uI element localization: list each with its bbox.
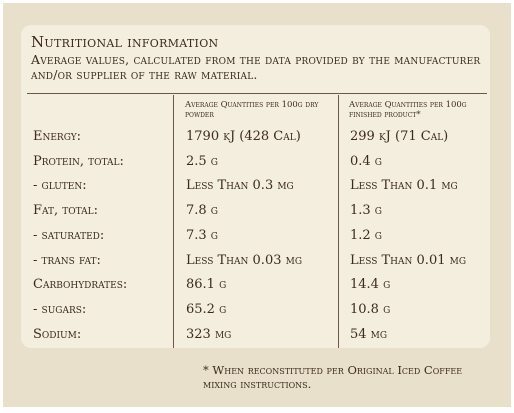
nutrition-card: Nutritional information Average values, … [3,3,511,407]
row-label: Energy: [33,129,82,144]
dry-value: 7.8 g [186,203,218,219]
dry-value: 323 mg [186,326,232,342]
row-label: Fat, total: [33,203,99,219]
dry-value: Less Than 0.3 mg [186,178,294,194]
column-header: Average Quantities per 100g finished pro… [349,100,467,120]
column-divider [338,95,339,348]
finished-value: 1.2 g [350,227,382,243]
title: Nutritional information [31,33,219,51]
finished-value: Less Than 0.01 mg [350,252,467,268]
dry-value: 86.1 g [186,277,227,293]
finished-value: 1.3 g [350,203,382,219]
dry-value: 2.5 g [186,153,218,169]
finished-value: 299 kJ (71 Cal) [350,129,449,144]
footnote: * When reconstituted per Original Iced C… [203,363,463,391]
finished-value: 10.8 g [350,301,391,317]
row-label: Carbohydrates: [33,277,128,293]
column-header: Average Quantities per 100g dry powder [185,100,319,120]
dry-value: Less Than 0.03 mg [186,252,303,268]
row-label: - gluten: [33,178,87,194]
row-label: - saturated: [33,227,105,243]
dry-value: 65.2 g [186,301,227,317]
finished-value: Less Than 0.1 mg [350,178,458,194]
dry-value: 7.3 g [186,227,218,243]
divider [27,93,487,94]
column-divider [173,95,174,348]
row-label: Protein, total: [33,153,124,169]
subtitle: Average values, calculated from the data… [31,52,481,82]
finished-value: 54 mg [350,326,388,342]
finished-value: 0.4 g [350,153,382,169]
dry-value: 1790 kJ (428 Cal) [186,129,301,144]
finished-value: 14.4 g [350,277,391,293]
row-label: - trans fat: [33,252,101,268]
row-label: Sodium: [33,326,82,342]
row-label: - sugars: [33,301,87,317]
panel: Nutritional information Average values, … [21,25,490,348]
